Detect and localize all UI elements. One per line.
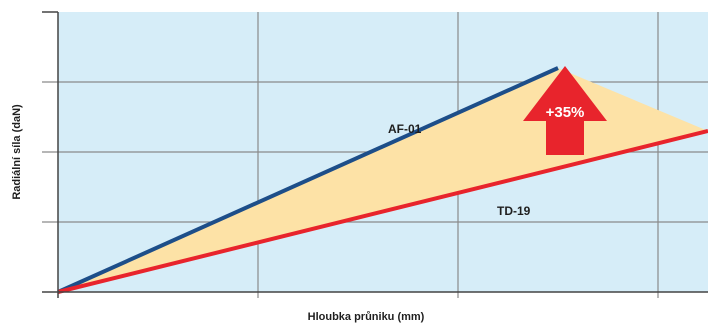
y-axis-title: Radiální síla (daN) — [11, 104, 23, 200]
series-label-af-01: AF-01 — [388, 122, 422, 136]
difference-fill — [58, 68, 708, 292]
axes — [42, 11, 708, 298]
series-lines — [57, 66, 708, 294]
series-label-td-19: TD-19 — [497, 204, 531, 218]
increase-arrow-annotation: +35% — [523, 66, 607, 155]
x-axis-title: Hloubka průniku (mm) — [308, 311, 425, 323]
series-line-td-19 — [57, 129, 708, 294]
increase-label: +35% — [546, 104, 585, 121]
up-arrow-icon — [523, 66, 607, 155]
series-line-af-01 — [57, 66, 559, 294]
